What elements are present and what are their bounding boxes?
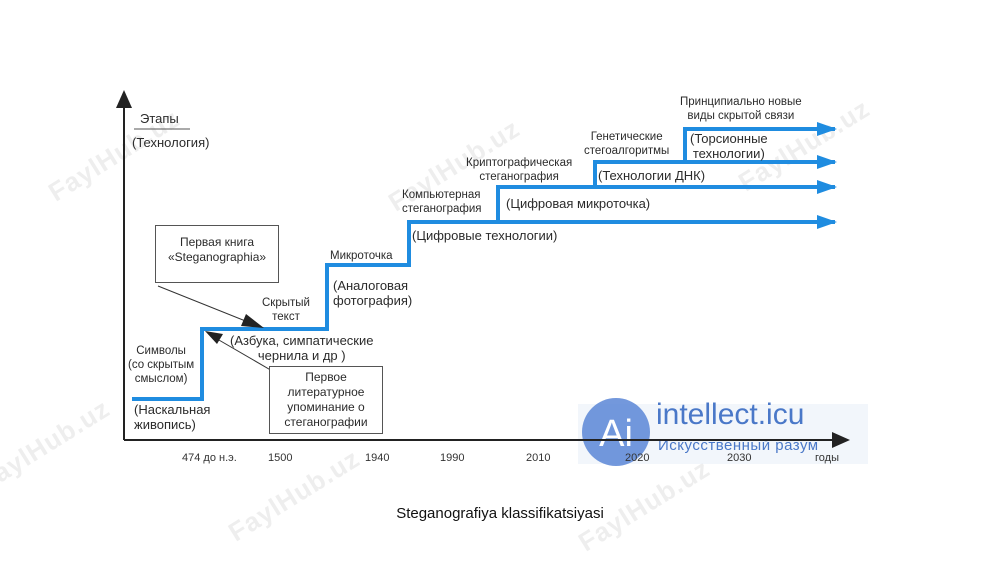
callout-first-mention: Первое литературное упоминание о стегано… bbox=[269, 366, 383, 434]
branch-torsion bbox=[683, 122, 837, 162]
logo-tagline: Искусственный разум bbox=[658, 437, 819, 454]
stage-7-tech: (Торсионные технологии) bbox=[690, 131, 768, 161]
x-axis-arrow bbox=[832, 432, 850, 448]
stage-4-title: Компьютерная стеганография bbox=[402, 189, 482, 215]
intellect-logo: Ai bbox=[578, 398, 868, 466]
y-axis-sublabel: (Технология) bbox=[132, 135, 210, 150]
stage-2-title: Скрытый текст bbox=[262, 297, 310, 323]
x-axis-unit: годы bbox=[815, 452, 839, 464]
tick-label: 2010 bbox=[526, 452, 551, 464]
stage-1-tech: (Наскальная живопись) bbox=[134, 402, 211, 432]
stage-5-tech: (Цифровая микроточка) bbox=[506, 196, 651, 211]
logo-mark: Ai bbox=[599, 413, 633, 455]
tick-label: 2020 bbox=[625, 452, 650, 464]
staircase-main bbox=[132, 215, 837, 401]
branch-genetic bbox=[593, 155, 837, 187]
callout-first-book: Первая книга «Steganographia» bbox=[155, 225, 279, 283]
book-callout-arrow bbox=[157, 285, 259, 327]
stage-6-tech: (Технологии ДНК) bbox=[598, 168, 706, 183]
stage-3-tech: (Аналоговая фотография) bbox=[333, 278, 413, 308]
tick-label: 1940 bbox=[365, 452, 390, 464]
y-axis-label: Этапы bbox=[140, 111, 179, 126]
stage-5-title: Криптографическая стеганография bbox=[466, 157, 573, 183]
tick-label: 474 до н.э. bbox=[182, 452, 237, 464]
stage-1-title: Символы (со скрытым смыслом) bbox=[128, 345, 195, 385]
stage-3-title: Микроточка bbox=[330, 250, 393, 262]
stage-6-title: Генетические стегоалгоритмы bbox=[584, 131, 670, 157]
stage-2-tech: (Азбука, симпатические чернила и др ) bbox=[230, 333, 374, 363]
y-axis-arrow bbox=[116, 90, 132, 108]
book-callout-arrowhead bbox=[241, 314, 264, 328]
logo-name: intellect.icu bbox=[656, 398, 805, 431]
tick-label: 1500 bbox=[268, 452, 293, 464]
mention-callout-arrow bbox=[211, 335, 275, 373]
branch-crypto bbox=[496, 180, 837, 222]
tick-label: 1990 bbox=[440, 452, 465, 464]
slide-caption: Steganografiya klassifikatsiyasi bbox=[396, 505, 604, 522]
stage-7-title: Принципиально новые виды скрытой связи bbox=[680, 96, 802, 122]
tick-label: 2030 bbox=[727, 452, 752, 464]
stage-4-tech: (Цифровые технологии) bbox=[412, 228, 558, 243]
mention-callout-arrowhead bbox=[205, 331, 223, 344]
